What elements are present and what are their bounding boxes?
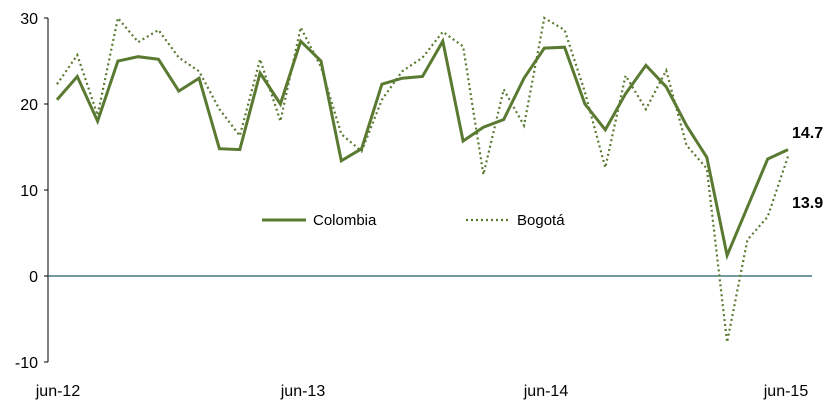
- colombia-end-label: 14.7: [792, 125, 823, 142]
- y-tick-label: 20: [20, 97, 38, 114]
- series-line-colombia: [55, 37, 789, 261]
- x-tick-label: jun-13: [280, 383, 326, 400]
- x-tick-label: jun-14: [523, 383, 569, 400]
- x-tick-label: jun-12: [35, 383, 81, 400]
- series-layer: [55, 15, 790, 343]
- y-axis: 30 20 10 0 -10: [15, 11, 49, 372]
- y-tick-label: 0: [29, 269, 38, 286]
- y-tick-label: 30: [20, 11, 38, 28]
- y-tick-label: -10: [15, 355, 38, 372]
- legend: Colombia Bogotá: [262, 212, 565, 229]
- legend-label-colombia: Colombia: [313, 212, 377, 229]
- y-tick-label: 10: [20, 183, 38, 200]
- x-axis: jun-12 jun-13 jun-14 jun-15: [35, 383, 809, 400]
- bogota-end-label: 13.9: [792, 195, 823, 212]
- legend-label-bogota: Bogotá: [517, 212, 565, 229]
- series-line-bogota: [56, 15, 790, 343]
- x-tick-label: jun-15: [763, 383, 809, 400]
